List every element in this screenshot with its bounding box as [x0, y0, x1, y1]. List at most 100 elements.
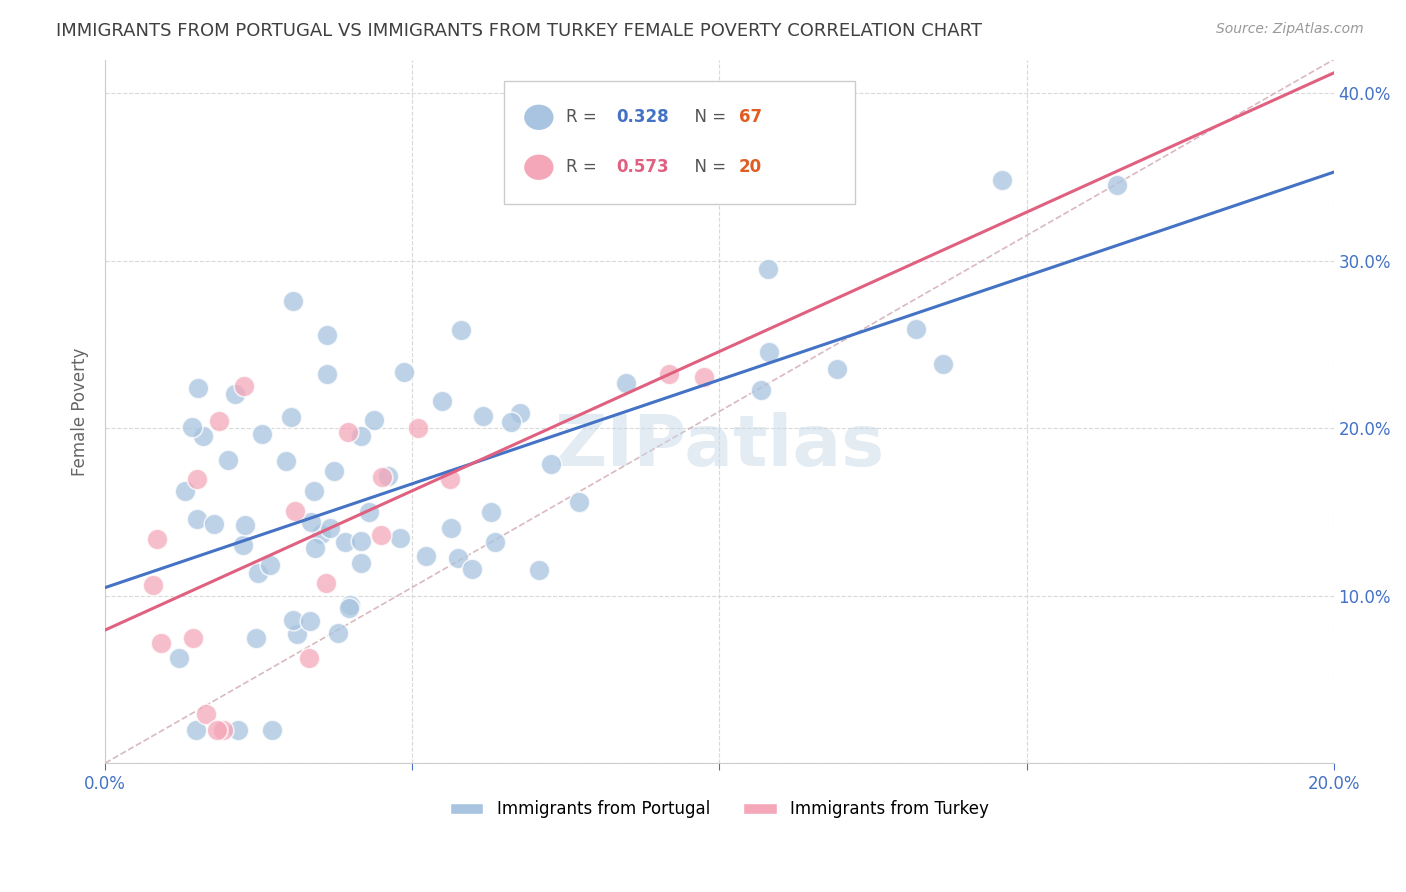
Point [499, 415, 522, 429]
Point [614, 376, 637, 391]
Point [184, 723, 207, 737]
Point [186, 472, 208, 486]
Point [283, 294, 305, 309]
Point [825, 361, 848, 376]
Point [415, 549, 437, 563]
Point [527, 563, 550, 577]
Point [194, 706, 217, 721]
Point [298, 651, 321, 665]
FancyBboxPatch shape [505, 80, 855, 204]
Point [304, 541, 326, 555]
Point [208, 414, 231, 428]
Point [205, 723, 228, 737]
Point [471, 409, 494, 424]
Point [319, 521, 342, 535]
Text: 20: 20 [740, 158, 762, 177]
Point [142, 578, 165, 592]
Point [247, 566, 270, 581]
Point [169, 651, 191, 665]
Point [280, 409, 302, 424]
Point [224, 386, 246, 401]
Point [149, 636, 172, 650]
Point [370, 527, 392, 541]
Point [309, 527, 332, 541]
Point [260, 723, 283, 737]
Point [408, 420, 430, 434]
Point [212, 723, 235, 737]
Point [252, 427, 274, 442]
Point [186, 512, 208, 526]
Text: Source: ZipAtlas.com: Source: ZipAtlas.com [1216, 22, 1364, 37]
Text: N =: N = [683, 108, 731, 127]
Point [447, 551, 470, 566]
Point [315, 575, 337, 590]
Ellipse shape [523, 154, 554, 180]
Point [439, 472, 461, 486]
Point [394, 365, 416, 379]
Point [904, 322, 927, 336]
Point [315, 327, 337, 342]
Point [337, 600, 360, 615]
Point [202, 516, 225, 531]
Point [350, 534, 373, 549]
Point [377, 468, 399, 483]
Point [357, 505, 380, 519]
Point [932, 357, 955, 371]
Point [430, 394, 453, 409]
Text: ZIPatlas: ZIPatlas [554, 412, 884, 481]
Point [191, 429, 214, 443]
Point [756, 262, 779, 277]
Point [540, 458, 562, 472]
Point [484, 535, 506, 549]
Point [259, 558, 281, 573]
Point [232, 538, 254, 552]
Point [363, 412, 385, 426]
Point [245, 631, 267, 645]
Point [336, 425, 359, 439]
Ellipse shape [523, 104, 554, 130]
Point [350, 556, 373, 570]
Text: IMMIGRANTS FROM PORTUGAL VS IMMIGRANTS FROM TURKEY FEMALE POVERTY CORRELATION CH: IMMIGRANTS FROM PORTUGAL VS IMMIGRANTS F… [56, 22, 983, 40]
Point [460, 561, 482, 575]
Text: 0.573: 0.573 [616, 158, 669, 177]
Point [285, 626, 308, 640]
Point [187, 381, 209, 395]
Text: 67: 67 [740, 108, 762, 127]
Point [991, 173, 1014, 187]
Point [226, 723, 249, 737]
Text: R =: R = [565, 158, 602, 177]
Point [145, 533, 167, 547]
Point [233, 378, 256, 392]
Point [233, 518, 256, 533]
Point [568, 495, 591, 509]
Text: R =: R = [565, 108, 602, 127]
Point [281, 613, 304, 627]
Point [328, 626, 350, 640]
Point [181, 632, 204, 646]
Point [658, 368, 681, 382]
Point [274, 453, 297, 467]
Legend: Immigrants from Portugal, Immigrants from Turkey: Immigrants from Portugal, Immigrants fro… [443, 794, 995, 825]
Text: 0.328: 0.328 [616, 108, 669, 127]
Y-axis label: Female Poverty: Female Poverty [72, 347, 89, 475]
Text: N =: N = [683, 158, 731, 177]
Point [758, 345, 780, 359]
Point [217, 453, 239, 467]
Point [174, 483, 197, 498]
Point [388, 531, 411, 545]
Point [339, 598, 361, 612]
Point [450, 323, 472, 337]
Point [322, 464, 344, 478]
Point [181, 419, 204, 434]
Point [298, 614, 321, 628]
Point [371, 470, 394, 484]
Point [299, 516, 322, 530]
Point [692, 370, 714, 384]
Point [1105, 178, 1128, 193]
Point [302, 483, 325, 498]
Point [479, 505, 502, 519]
Point [284, 504, 307, 518]
Point [316, 367, 339, 381]
Point [333, 534, 356, 549]
Point [509, 406, 531, 420]
